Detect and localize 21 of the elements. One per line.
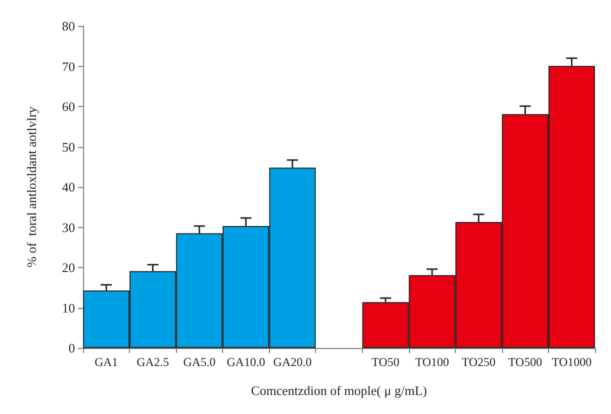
y-tick-label: 30 (62, 220, 75, 235)
x-tick-label: GA20.0 (273, 355, 312, 369)
y-tick-label: 60 (62, 99, 75, 114)
x-tick-label: TO500 (508, 355, 542, 369)
x-tick-label: TO1000 (552, 355, 592, 369)
x-tick-label: TO100 (415, 355, 449, 369)
x-tick-label: TO50 (372, 355, 400, 369)
y-tick-label: 20 (62, 260, 75, 275)
y-tick-label: 40 (62, 180, 75, 194)
y-tick-label: 50 (62, 139, 75, 154)
x-tick-label: GA10.0 (226, 355, 266, 369)
y-tick-label: 0 (68, 340, 75, 356)
y-tick-label: 70 (62, 58, 75, 74)
x-tick-label: GA2.5 (136, 355, 169, 369)
x-axis-title: Comcentzdion of mople( μ g/mL) (251, 383, 427, 398)
y-axis-title: % of toral antloxldant aotlvlry (24, 106, 39, 268)
x-tick-label: TO250 (462, 355, 496, 369)
y-tick-label: 10 (62, 300, 75, 316)
y-tick-label: 80 (62, 18, 75, 34)
x-tick-label: GA5.0 (183, 355, 216, 369)
x-tick-label: GA1 (94, 355, 118, 369)
